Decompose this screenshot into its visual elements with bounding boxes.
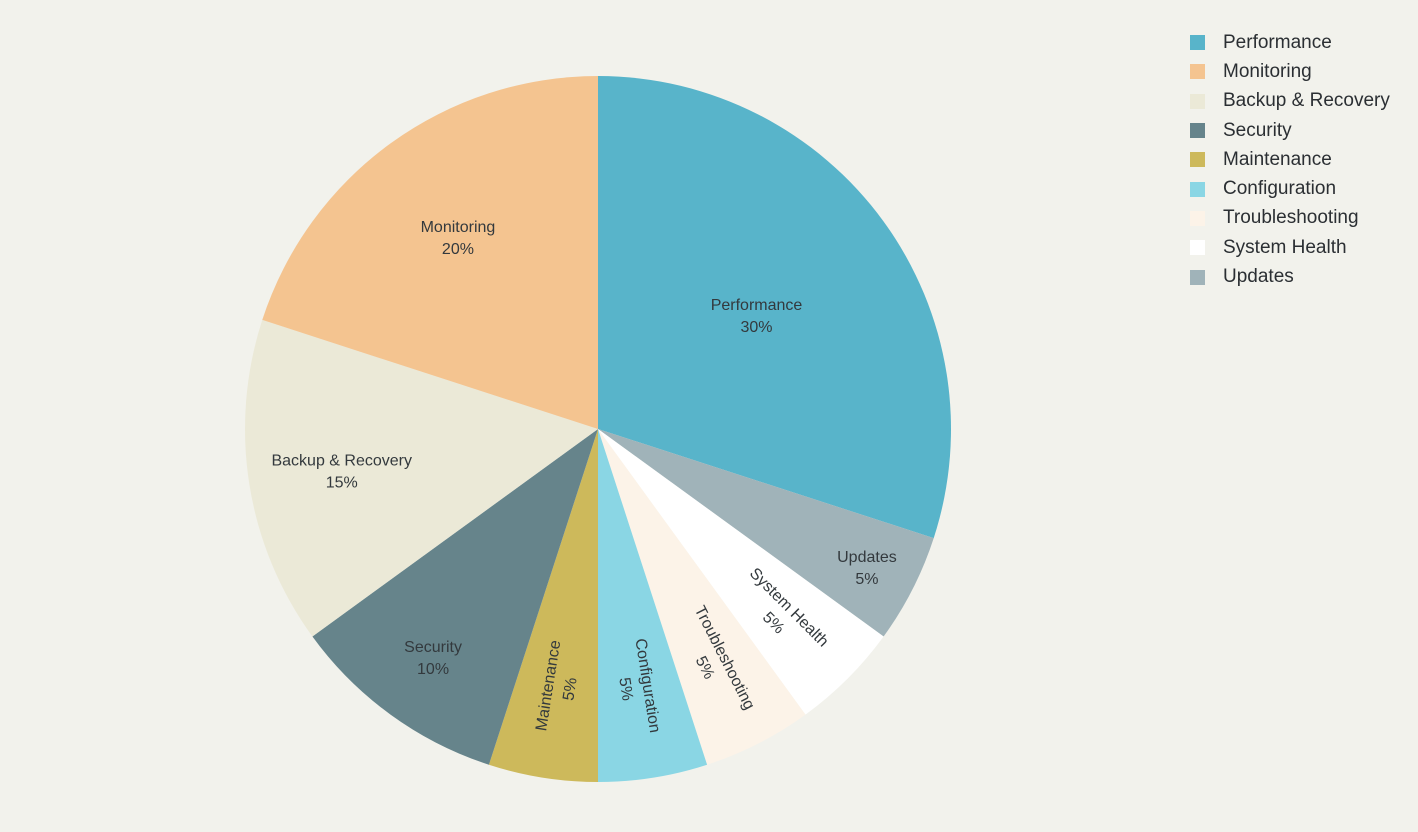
legend-item[interactable]: Backup & Recovery — [1190, 87, 1390, 116]
legend-label: Updates — [1223, 266, 1294, 288]
pie-slice-troubleshooting[interactable] — [598, 429, 806, 765]
legend-item[interactable]: Updates — [1190, 262, 1390, 291]
legend-item[interactable]: Security — [1190, 116, 1390, 145]
legend-label: Monitoring — [1223, 60, 1312, 82]
slice-name-label: Updates — [837, 549, 897, 566]
legend-swatch — [1190, 64, 1205, 80]
legend-swatch — [1190, 152, 1205, 168]
slice-label: Updates 5% — [837, 549, 897, 588]
pie-slice-performance[interactable] — [598, 76, 951, 539]
legend-swatch — [1190, 93, 1205, 109]
legend-label: Troubleshooting — [1223, 207, 1359, 229]
legend-label: Security — [1223, 119, 1292, 141]
slice-label: Security 10% — [404, 639, 462, 678]
legend-item[interactable]: Maintenance — [1190, 145, 1390, 174]
slice-percent-label: 30% — [740, 319, 772, 336]
slice-name-label: Monitoring — [421, 219, 496, 236]
pie-slice-security[interactable] — [312, 429, 598, 765]
legend-label: System Health — [1223, 236, 1347, 258]
legend-label: Configuration — [1223, 178, 1337, 200]
slice-label: Monitoring 20% — [421, 219, 496, 258]
slice-name-label: Performance — [711, 297, 803, 314]
legend-swatch — [1190, 210, 1205, 226]
legend-swatch — [1190, 181, 1205, 197]
legend-swatch — [1190, 123, 1205, 139]
legend-swatch — [1190, 35, 1205, 51]
slice-name-label: Security — [404, 639, 462, 656]
slice-percent-label: 5% — [855, 571, 878, 588]
slice-percent-label: 15% — [326, 475, 358, 492]
pie-slice-monitoring[interactable] — [262, 76, 598, 429]
slice-label: Backup & Recovery 15% — [271, 453, 412, 492]
pie-slice-backup-recovery[interactable] — [245, 319, 598, 637]
legend-item[interactable]: Monitoring — [1190, 57, 1390, 86]
pie-slice-system-health[interactable] — [598, 429, 884, 715]
legend-swatch — [1190, 269, 1205, 285]
slice-percent-label: 20% — [442, 241, 474, 258]
legend: Performance Monitoring Backup & Recovery… — [1190, 28, 1390, 292]
legend-label: Backup & Recovery — [1223, 90, 1390, 112]
legend-item[interactable]: System Health — [1190, 233, 1390, 262]
legend-swatch — [1190, 240, 1205, 256]
legend-label: Performance — [1223, 31, 1332, 53]
legend-item[interactable]: Configuration — [1190, 174, 1390, 203]
slice-percent-label: 10% — [417, 661, 449, 678]
pie-slice-maintenance[interactable] — [488, 429, 598, 782]
pie-slice-updates[interactable] — [598, 429, 934, 637]
legend-label: Maintenance — [1223, 148, 1332, 170]
legend-item[interactable]: Performance — [1190, 28, 1390, 57]
slice-name-label: Backup & Recovery — [271, 453, 412, 470]
pie-slice-configuration[interactable] — [598, 429, 708, 782]
legend-item[interactable]: Troubleshooting — [1190, 204, 1390, 233]
slice-label: Performance 30% — [711, 297, 803, 336]
slice-percent-label: 5% — [615, 676, 635, 701]
slice-percent-label: 5% — [560, 676, 580, 701]
